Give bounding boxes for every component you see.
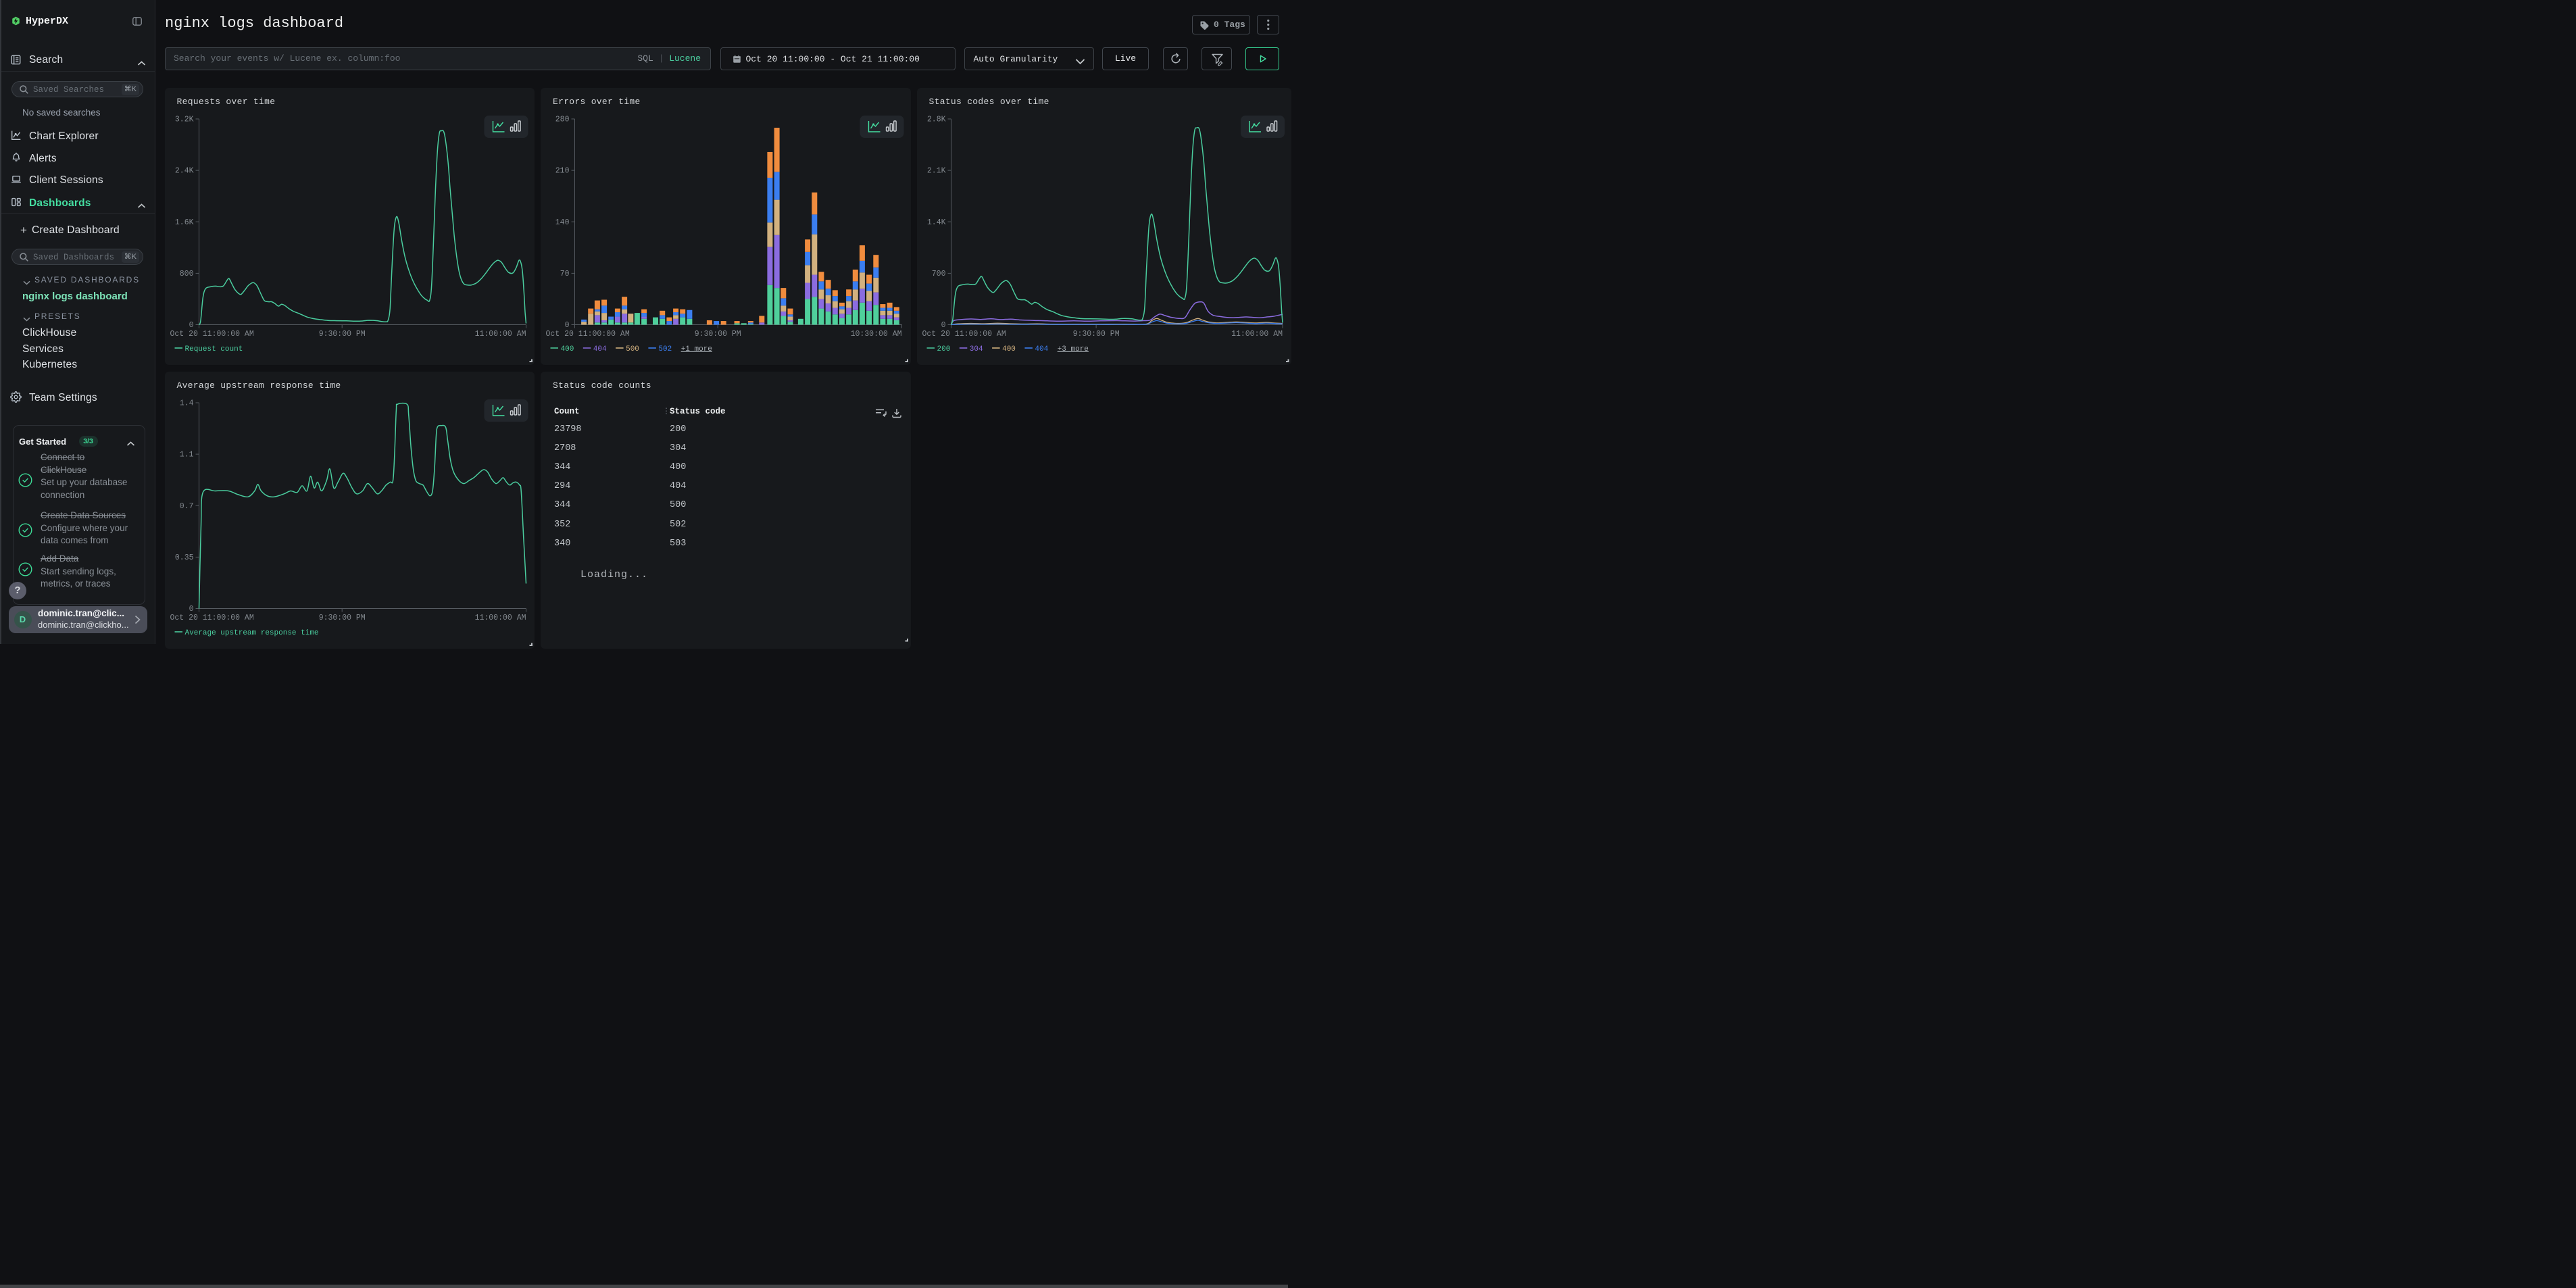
svg-text:304: 304 — [969, 345, 983, 353]
svg-text:700: 700 — [931, 270, 945, 278]
svg-text:2.8K: 2.8K — [926, 116, 945, 124]
svg-text:11:00:00 AM: 11:00:00 AM — [474, 330, 526, 339]
svg-text:Oct 20 11:00:00 AM: Oct 20 11:00:00 AM — [546, 330, 630, 339]
svg-text:9:30:00 PM: 9:30:00 PM — [318, 330, 365, 339]
svg-text:11:00:00 AM: 11:00:00 AM — [1231, 330, 1283, 339]
svg-text:70: 70 — [560, 270, 570, 278]
svg-text:2.4K: 2.4K — [174, 167, 193, 176]
svg-text:9:30:00 PM: 9:30:00 PM — [318, 614, 365, 622]
svg-text:2.1K: 2.1K — [926, 167, 945, 176]
svg-text:9:30:00 PM: 9:30:00 PM — [695, 330, 741, 339]
svg-text:210: 210 — [555, 167, 570, 176]
svg-text:11:00:00 AM: 11:00:00 AM — [474, 614, 526, 622]
svg-text:Oct 20 11:00:00 AM: Oct 20 11:00:00 AM — [170, 330, 253, 339]
svg-text:3.2K: 3.2K — [174, 116, 193, 124]
svg-text:1.1: 1.1 — [179, 451, 193, 460]
svg-text:Oct 20 11:00:00 AM: Oct 20 11:00:00 AM — [922, 330, 1006, 339]
svg-text:+1 more: +1 more — [681, 345, 712, 353]
svg-text:400: 400 — [561, 345, 574, 353]
svg-text:0: 0 — [941, 321, 945, 330]
svg-text:Average upstream response time: Average upstream response time — [184, 629, 318, 637]
svg-text:1.4: 1.4 — [179, 399, 193, 408]
svg-text:10:30:00 AM: 10:30:00 AM — [851, 330, 902, 339]
svg-text:1.6K: 1.6K — [174, 218, 193, 227]
svg-text:0: 0 — [189, 605, 193, 614]
svg-text:404: 404 — [593, 345, 607, 353]
svg-text:502: 502 — [658, 345, 672, 353]
svg-text:Oct 20 11:00:00 AM: Oct 20 11:00:00 AM — [170, 614, 253, 622]
svg-text:404: 404 — [1035, 345, 1048, 353]
svg-text:280: 280 — [555, 116, 570, 124]
svg-text:800: 800 — [179, 270, 193, 278]
svg-text:Request count: Request count — [184, 345, 243, 353]
svg-text:9:30:00 PM: 9:30:00 PM — [1072, 330, 1119, 339]
svg-text:1.4K: 1.4K — [926, 218, 945, 227]
svg-text:500: 500 — [626, 345, 639, 353]
svg-text:+3 more: +3 more — [1057, 345, 1088, 353]
svg-text:0: 0 — [189, 321, 193, 330]
svg-text:0: 0 — [565, 321, 570, 330]
svg-text:140: 140 — [555, 218, 570, 227]
svg-text:400: 400 — [1002, 345, 1016, 353]
svg-text:0.35: 0.35 — [174, 553, 193, 562]
svg-text:200: 200 — [937, 345, 950, 353]
svg-text:0.7: 0.7 — [179, 502, 193, 511]
